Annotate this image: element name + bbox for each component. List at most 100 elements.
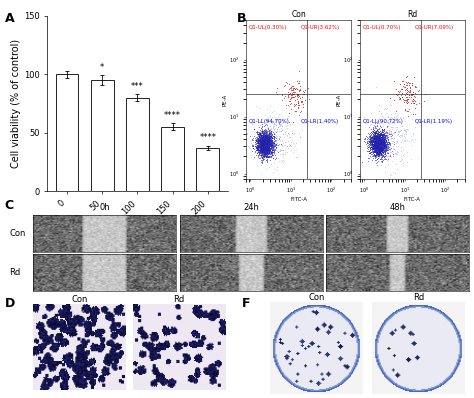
- Point: [375, 146, 383, 153]
- Point: [265, 148, 273, 154]
- Point: [369, 137, 377, 144]
- Point: [261, 138, 268, 144]
- Point: [255, 153, 262, 160]
- Point: [267, 154, 274, 160]
- Point: [261, 143, 269, 150]
- Point: [263, 140, 271, 147]
- Point: [261, 143, 268, 150]
- Point: [257, 144, 265, 150]
- Point: [368, 149, 375, 156]
- Point: [256, 129, 264, 136]
- Point: [378, 142, 386, 148]
- Point: [277, 157, 284, 163]
- Point: [271, 138, 278, 144]
- Point: [260, 141, 267, 148]
- Point: [405, 92, 412, 98]
- Point: [385, 146, 393, 152]
- Point: [269, 154, 276, 161]
- Point: [378, 146, 385, 152]
- Point: [383, 134, 390, 140]
- Point: [373, 127, 381, 133]
- Point: [377, 141, 385, 147]
- Point: [255, 136, 262, 142]
- Point: [269, 144, 276, 150]
- Point: [260, 141, 267, 147]
- Point: [262, 141, 270, 147]
- Point: [370, 142, 377, 149]
- Point: [269, 149, 277, 156]
- Point: [376, 139, 384, 145]
- Point: [373, 149, 380, 156]
- Point: [267, 140, 274, 146]
- Point: [266, 132, 274, 139]
- Point: [262, 139, 269, 145]
- Point: [254, 145, 262, 151]
- Point: [267, 153, 274, 159]
- Point: [371, 134, 378, 140]
- Point: [256, 142, 264, 148]
- Point: [379, 144, 386, 151]
- Point: [252, 137, 259, 144]
- Point: [373, 137, 380, 143]
- Point: [267, 128, 274, 134]
- Point: [260, 148, 268, 154]
- Point: [378, 144, 386, 151]
- Point: [374, 144, 382, 150]
- Point: [382, 138, 390, 144]
- Point: [260, 141, 267, 147]
- Point: [383, 109, 390, 116]
- Point: [382, 139, 389, 145]
- Point: [256, 133, 264, 139]
- Point: [373, 136, 380, 142]
- Point: [265, 131, 273, 137]
- Point: [263, 141, 270, 147]
- Point: [261, 139, 268, 145]
- Point: [288, 121, 296, 127]
- Point: [376, 140, 383, 146]
- Point: [380, 140, 387, 147]
- Point: [256, 147, 264, 154]
- Point: [272, 146, 279, 152]
- Point: [262, 145, 269, 152]
- Point: [259, 140, 266, 146]
- Point: [372, 142, 380, 149]
- Point: [379, 140, 386, 146]
- Point: [258, 135, 265, 141]
- Point: [262, 132, 270, 138]
- Text: Q1-UR(3.62%): Q1-UR(3.62%): [301, 25, 340, 30]
- Point: [258, 143, 265, 149]
- Point: [253, 145, 261, 151]
- Point: [261, 134, 269, 140]
- Point: [276, 115, 284, 122]
- Point: [375, 137, 383, 143]
- Point: [378, 127, 386, 133]
- Point: [382, 153, 389, 159]
- Point: [263, 130, 270, 136]
- Point: [374, 137, 382, 143]
- Point: [264, 138, 271, 144]
- Point: [270, 131, 277, 137]
- Point: [256, 140, 264, 147]
- Point: [375, 147, 383, 153]
- Point: [375, 138, 383, 144]
- Point: [404, 99, 411, 105]
- Point: [383, 140, 391, 146]
- Point: [377, 133, 385, 140]
- Point: [261, 142, 268, 149]
- Point: [373, 134, 380, 140]
- Point: [374, 133, 381, 140]
- Point: [263, 139, 271, 145]
- Point: [263, 137, 271, 143]
- Point: [258, 142, 265, 148]
- Point: [261, 149, 269, 155]
- Point: [265, 127, 273, 133]
- Point: [256, 136, 264, 142]
- Point: [272, 149, 279, 156]
- Point: [254, 146, 261, 152]
- Point: [403, 97, 410, 103]
- Point: [379, 141, 387, 148]
- Point: [259, 138, 266, 144]
- Point: [366, 142, 374, 148]
- Point: [369, 146, 376, 152]
- Point: [372, 147, 379, 154]
